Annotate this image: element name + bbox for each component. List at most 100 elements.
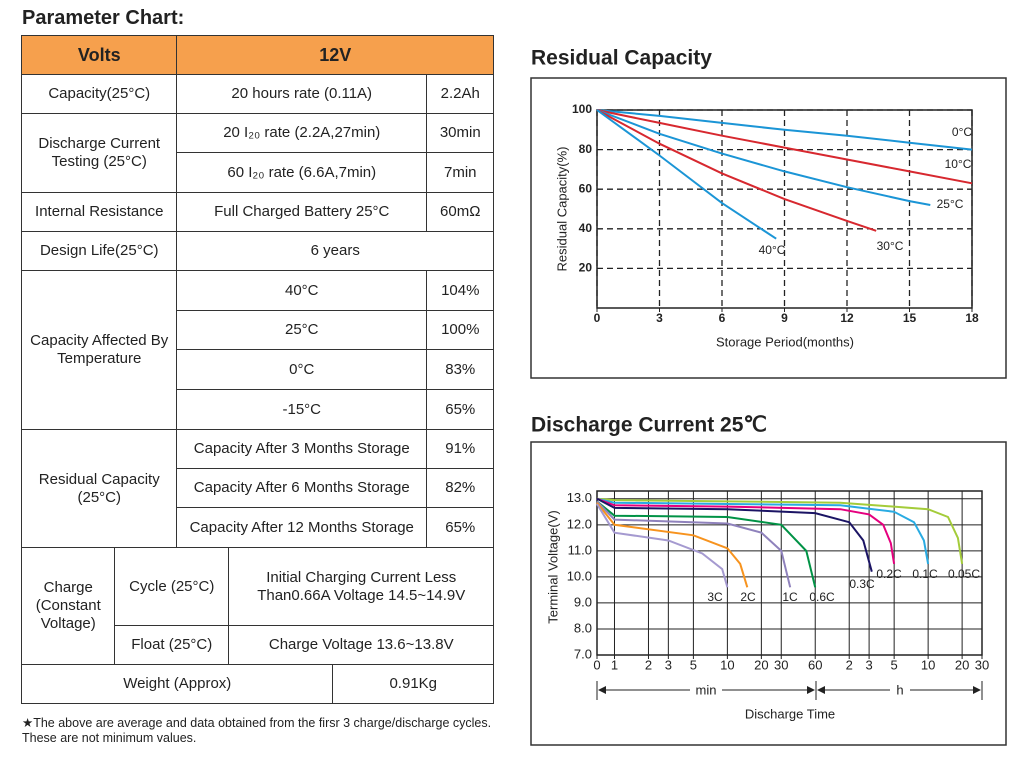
series-line — [596, 500, 817, 588]
series-line — [596, 109, 777, 240]
cell: Capacity Affected By Temperature — [21, 270, 178, 431]
header-cell: 12V — [176, 35, 495, 76]
x-tick-label: 0 — [593, 657, 600, 672]
y-axis-label: Residual Capacity(%) — [554, 147, 569, 272]
x-tick-label: 3 — [665, 657, 672, 672]
cell: 2.2Ah — [426, 74, 495, 115]
chart-title: Residual Capacity — [531, 47, 712, 70]
x-tick-label: 18 — [965, 311, 979, 325]
x-tick-label: 12 — [840, 311, 854, 325]
y-tick-label: 11.0 — [568, 542, 592, 557]
x-tick-label: 3 — [865, 657, 872, 672]
series-label: 0.3C — [849, 577, 875, 591]
cell: 83% — [426, 349, 495, 391]
series-label: 10°C — [945, 157, 972, 171]
x-tick-label: 5 — [690, 657, 697, 672]
y-tick-label: 20 — [579, 261, 593, 275]
cell: Discharge Current Testing (25°C) — [21, 113, 178, 194]
cell: 25°C — [176, 310, 428, 351]
series-line — [596, 109, 973, 185]
chart-title: Discharge Current 25℃ — [531, 414, 767, 437]
series-label: 0.2C — [876, 567, 902, 581]
plot-frame — [596, 109, 973, 309]
series-line — [596, 497, 964, 565]
cell: 0.91Kg — [332, 664, 495, 705]
y-axis-label: Terminal Voltage(V) — [545, 510, 560, 623]
series-label: 0.1C — [912, 567, 938, 581]
cell: Weight (Approx) — [21, 664, 334, 705]
cell: 7min — [426, 152, 495, 194]
x-tick-label: 1 — [611, 657, 618, 672]
cell: 82% — [426, 468, 495, 509]
chart-frame — [530, 77, 1007, 379]
series-line — [596, 497, 930, 565]
cell: 60mΩ — [426, 192, 495, 233]
series-line — [596, 109, 877, 232]
x-axis-label: Storage Period(months) — [716, 334, 854, 349]
chart-frame — [530, 441, 1007, 746]
x-tick-label: 6 — [719, 311, 726, 325]
cell: 6 years — [176, 231, 495, 272]
cell: 65% — [426, 389, 495, 431]
x-tick-label: 20 — [754, 657, 768, 672]
series-line — [596, 502, 749, 588]
cell: Capacity After 6 Months Storage — [176, 468, 428, 509]
cell: Internal Resistance — [21, 192, 178, 233]
series-label: 1C — [782, 590, 798, 604]
series-label: 3C — [707, 590, 723, 604]
cell: 104% — [426, 270, 495, 312]
cell: Capacity After 3 Months Storage — [176, 429, 428, 470]
series-line — [596, 503, 729, 588]
footnote: ★The above are average and data obtained… — [22, 716, 492, 745]
series-label: 25°C — [937, 197, 964, 211]
cell: Cycle (25°C) — [114, 547, 230, 627]
x-tick-label: 2 — [846, 657, 853, 672]
cell: Full Charged Battery 25°C — [176, 192, 428, 233]
y-tick-label: 40 — [579, 221, 593, 235]
x-tick-label: 15 — [903, 311, 917, 325]
cell: Residual Capacity (25°C) — [21, 429, 178, 549]
y-tick-label: 100 — [572, 102, 592, 116]
range-label: min — [696, 682, 717, 697]
series-line — [596, 497, 896, 565]
x-tick-label: 2 — [645, 657, 652, 672]
cell: Capacity(25°C) — [21, 74, 178, 115]
x-tick-label: 10 — [720, 657, 734, 672]
cell: 100% — [426, 310, 495, 351]
cell: Float (25°C) — [114, 625, 230, 666]
series-label: 40°C — [759, 243, 786, 257]
cell: 91% — [426, 429, 495, 470]
x-tick-label: 20 — [955, 657, 969, 672]
cell: -15°C — [176, 389, 428, 431]
cell: 40°C — [176, 270, 428, 312]
x-tick-label: 30 — [975, 657, 989, 672]
series-label: 0.05C — [948, 567, 980, 581]
x-tick-label: 5 — [891, 657, 898, 672]
x-tick-label: 30 — [774, 657, 788, 672]
x-tick-label: 10 — [921, 657, 935, 672]
y-tick-label: 8.0 — [574, 620, 592, 635]
y-tick-label: 80 — [579, 142, 593, 156]
series-line — [596, 109, 931, 206]
series-label: 0°C — [952, 125, 972, 139]
cell: 20 I₂₀ rate (2.2A,27min) — [176, 113, 428, 154]
header-cell: Volts — [21, 35, 178, 76]
series-line — [596, 497, 873, 572]
series-label: 2C — [740, 590, 756, 604]
x-tick-label: 9 — [781, 311, 788, 325]
x-tick-label: 60 — [808, 657, 822, 672]
cell: Charge Voltage 13.6~13.8V — [228, 625, 495, 666]
cell: 0°C — [176, 349, 428, 391]
cell: Initial Charging Current Less Than0.66A … — [228, 547, 495, 627]
x-tick-label: 0 — [594, 311, 601, 325]
x-tick-label: 3 — [656, 311, 663, 325]
cell: Capacity After 12 Months Storage — [176, 507, 428, 549]
y-tick-label: 7.0 — [574, 646, 592, 661]
series-label: 0.6C — [809, 590, 835, 604]
y-tick-label: 13.0 — [567, 490, 592, 505]
series-line — [596, 109, 973, 151]
cell: Design Life(25°C) — [21, 231, 178, 272]
x-axis-label: Discharge Time — [745, 706, 835, 721]
